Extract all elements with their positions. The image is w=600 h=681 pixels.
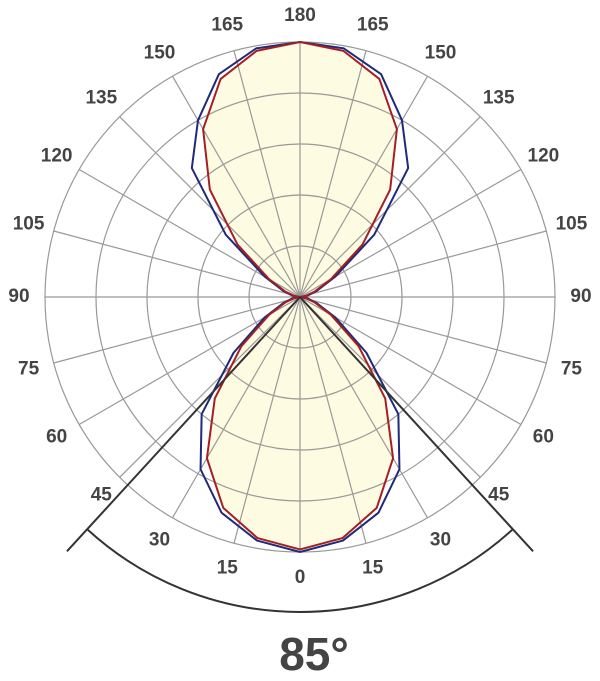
angle-tick-label: 45	[488, 485, 510, 506]
beam-edge	[299, 296, 534, 553]
angle-tick-label: 105	[556, 213, 588, 234]
angle-tick-label: 150	[425, 43, 457, 64]
grid-spoke	[299, 296, 367, 544]
grid-spoke	[299, 296, 547, 364]
grid-spoke	[119, 296, 301, 478]
angle-tick-label: 75	[561, 359, 583, 380]
grid-spoke	[299, 50, 367, 298]
angle-tick-label: 30	[430, 529, 451, 550]
angle-tick-label: 105	[13, 213, 45, 234]
grid-spoke	[53, 296, 301, 364]
angle-tick-label: 135	[483, 87, 515, 108]
grid-spoke	[171, 75, 301, 298]
angle-tick-label: 60	[533, 427, 554, 448]
beam-edge	[66, 296, 301, 553]
angle-tick-label: 30	[149, 529, 170, 550]
angle-tick-label: 135	[85, 87, 117, 108]
grid-spoke	[299, 296, 429, 519]
grid-spoke	[299, 75, 429, 298]
plot: 0 15 15 30 30 45 45 60 60 75 75 90 90 105 105 120 120 135…	[8, 5, 592, 613]
angle-tick-label: 15	[217, 557, 239, 578]
angle-tick-label: 45	[91, 485, 113, 506]
angle-tick-label: 15	[362, 557, 384, 578]
angle-tick-label: 60	[46, 427, 67, 448]
grid-spoke	[53, 230, 301, 298]
angle-tick-label: 90	[570, 286, 591, 307]
angle-tick-label: 120	[41, 146, 73, 167]
grid-spoke	[299, 116, 481, 298]
angle-tick-label: 165	[357, 15, 389, 36]
angle-tick-label: 165	[211, 15, 243, 36]
angle-tick-label: 180	[284, 5, 316, 26]
grid-spoke	[233, 296, 301, 544]
grid-spoke	[119, 116, 301, 298]
grid-spoke	[299, 230, 547, 298]
angle-tick-label: 120	[528, 146, 560, 167]
angle-tick-label: 150	[144, 43, 176, 64]
angle-tick-label: 90	[8, 286, 29, 307]
angle-tick-label: 75	[18, 359, 40, 380]
beam-angle-label: 85°	[279, 628, 349, 680]
grid-spoke	[171, 296, 301, 519]
beam-arc	[86, 528, 514, 613]
angle-tick-label: 0	[295, 567, 306, 588]
grid-spoke	[233, 50, 301, 298]
grid-spoke	[299, 296, 481, 478]
